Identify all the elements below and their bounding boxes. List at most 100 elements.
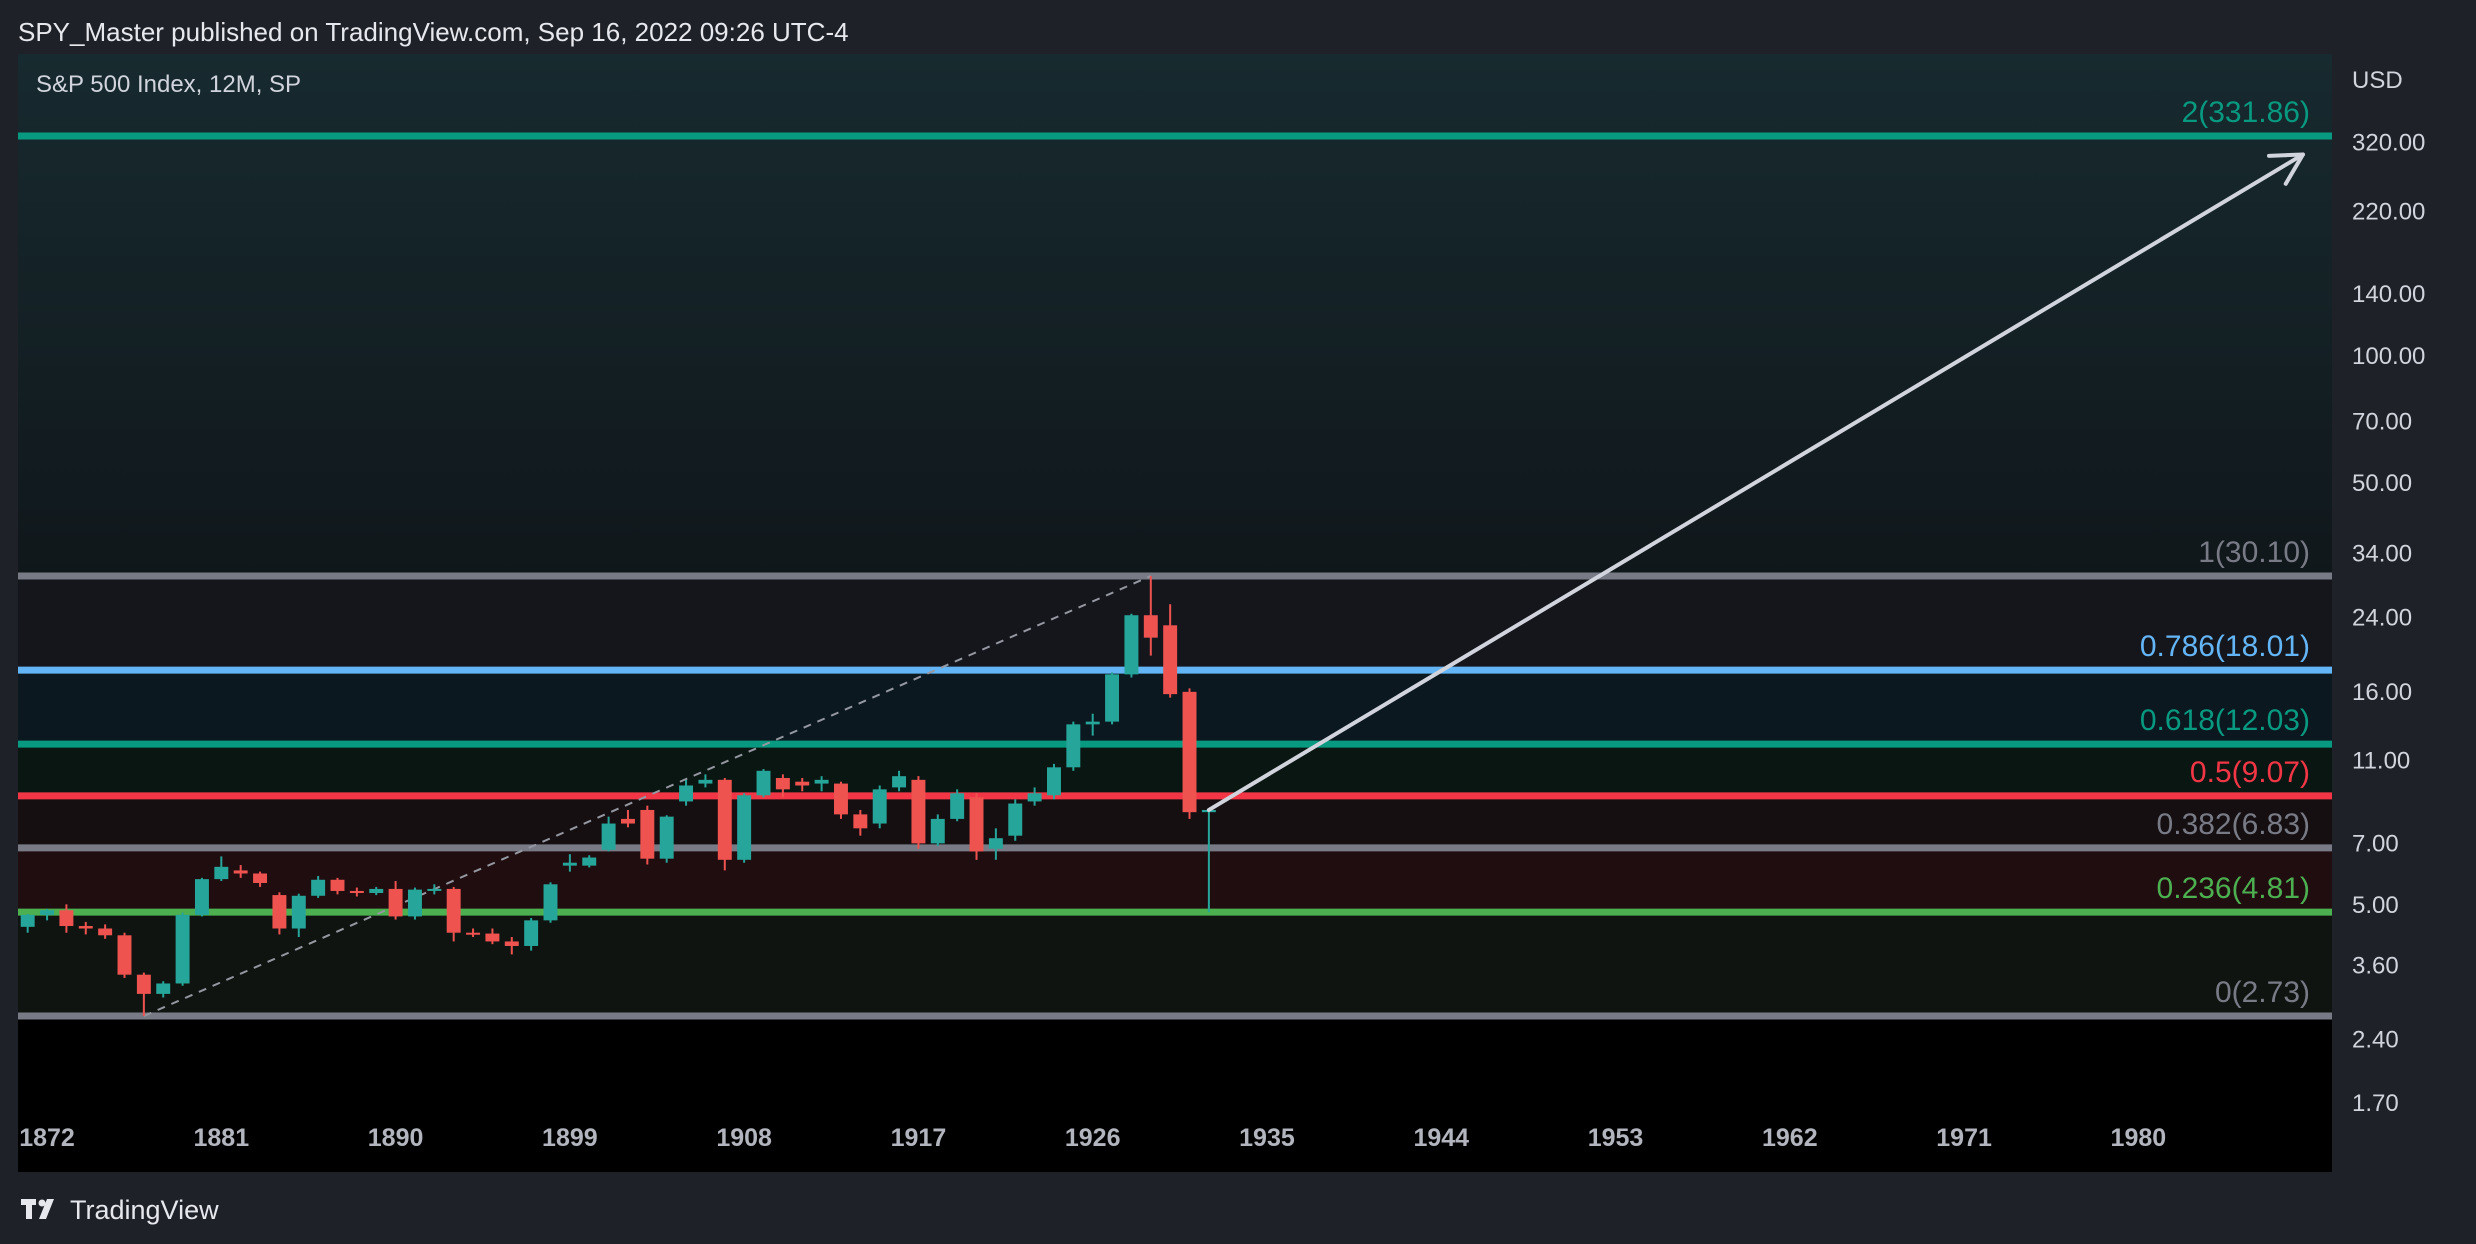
candle-body <box>640 809 655 859</box>
candle-body <box>717 779 732 860</box>
fib-level-label: 0.382(6.83) <box>2157 808 2310 841</box>
candle-body <box>446 888 461 933</box>
candle-body <box>1085 721 1100 725</box>
candle-body <box>59 910 74 927</box>
candle-body <box>253 873 268 883</box>
x-tick-label: 1944 <box>1413 1124 1469 1152</box>
candle <box>427 884 442 895</box>
candle <box>214 856 229 882</box>
fib-level-label: 0.618(12.03) <box>2140 704 2310 737</box>
fib-level-label: 0.236(4.81) <box>2157 872 2310 905</box>
candle <box>485 928 500 945</box>
candle <box>311 875 326 898</box>
candle-body <box>156 983 171 994</box>
candle <box>272 892 287 935</box>
candle <box>1066 721 1081 771</box>
candle <box>853 809 868 836</box>
candle-body <box>98 928 113 936</box>
fib-level-label: 2(331.86) <box>2182 96 2310 129</box>
fib-band <box>18 744 2332 796</box>
y-tick-label: 24.00 <box>2352 605 2412 632</box>
projection-arrow-head <box>2266 152 2305 186</box>
candle-body <box>969 797 984 852</box>
candle-body <box>601 823 616 850</box>
candlestick-chart[interactable]: 2(331.86) 1(30.10) 0.786(18.01) 0.618(12.03… <box>18 54 2456 1172</box>
candle-body <box>1008 803 1023 836</box>
x-tick-label: 1953 <box>1588 1124 1644 1152</box>
candle-body <box>485 933 500 942</box>
x-tick-label: 1899 <box>542 1124 598 1152</box>
candle <box>117 932 132 978</box>
candle-body <box>1143 615 1158 638</box>
candle-body <box>950 793 965 819</box>
candle <box>1124 613 1139 678</box>
fib-band <box>18 912 2332 1016</box>
candle <box>620 809 635 828</box>
candle <box>59 904 74 933</box>
candle-body <box>291 895 306 929</box>
candle <box>814 776 829 792</box>
candle-body <box>795 781 810 786</box>
candle <box>833 781 848 819</box>
y-tick-label: 5.00 <box>2352 892 2399 919</box>
candle <box>1105 672 1120 725</box>
candle <box>1182 688 1197 819</box>
y-tick-label: 100.00 <box>2352 343 2425 370</box>
candle-body <box>1066 724 1081 768</box>
chart-area[interactable]: 2(331.86) 1(30.10) 0.786(18.01) 0.618(12.03… <box>18 54 2456 1172</box>
candle-body <box>349 890 364 894</box>
candle <box>1163 604 1178 698</box>
candle <box>40 908 55 921</box>
candle <box>330 877 345 895</box>
y-tick-label: 11.00 <box>2352 748 2410 775</box>
x-tick-label: 1908 <box>716 1124 772 1152</box>
y-tick-label: 16.00 <box>2352 679 2412 706</box>
currency-label: USD <box>2352 67 2403 94</box>
candle-body <box>388 888 403 917</box>
y-tick-label: 50.00 <box>2352 470 2412 497</box>
candle-body <box>1027 793 1042 802</box>
candle-body <box>911 779 926 844</box>
candle-body <box>214 866 229 880</box>
candle <box>466 928 481 938</box>
candle-body <box>659 816 674 859</box>
candle-body <box>233 870 248 874</box>
candle-body <box>872 789 887 824</box>
candle <box>388 881 403 920</box>
candle-body <box>582 857 597 866</box>
candle <box>446 886 461 942</box>
candle <box>291 893 306 938</box>
x-tick-label: 1935 <box>1239 1124 1295 1152</box>
candle-body <box>1105 674 1120 722</box>
candle <box>640 805 655 865</box>
candle <box>98 924 113 939</box>
candle <box>969 793 984 860</box>
fib-band <box>18 847 2332 913</box>
candle-body <box>814 779 829 784</box>
candle <box>679 779 694 806</box>
candle <box>872 785 887 829</box>
y-tick-label: 3.60 <box>2352 952 2399 979</box>
candle-body <box>117 935 132 975</box>
x-tick-label: 1980 <box>2111 1124 2167 1152</box>
candle-body <box>930 818 945 844</box>
tradingview-logo-icon <box>21 1199 54 1219</box>
candle <box>562 854 577 872</box>
projection-arrow <box>1206 152 2305 812</box>
candle <box>737 793 752 863</box>
y-tick-label: 34.00 <box>2352 541 2412 568</box>
candle-body <box>524 920 539 946</box>
candle <box>504 937 519 955</box>
candle-body <box>504 941 519 946</box>
candle <box>369 886 384 896</box>
x-tick-label: 1881 <box>194 1124 250 1152</box>
candle-body <box>78 926 93 929</box>
candle-body <box>620 818 635 824</box>
candle-body <box>737 795 752 860</box>
candle <box>1047 763 1061 800</box>
candle-body <box>892 776 907 788</box>
candle-body <box>194 879 209 915</box>
x-tick-label: 1890 <box>368 1124 424 1152</box>
fib-level-label: 0(2.73) <box>2215 976 2310 1009</box>
fib-level-label: 0.786(18.01) <box>2140 630 2310 663</box>
